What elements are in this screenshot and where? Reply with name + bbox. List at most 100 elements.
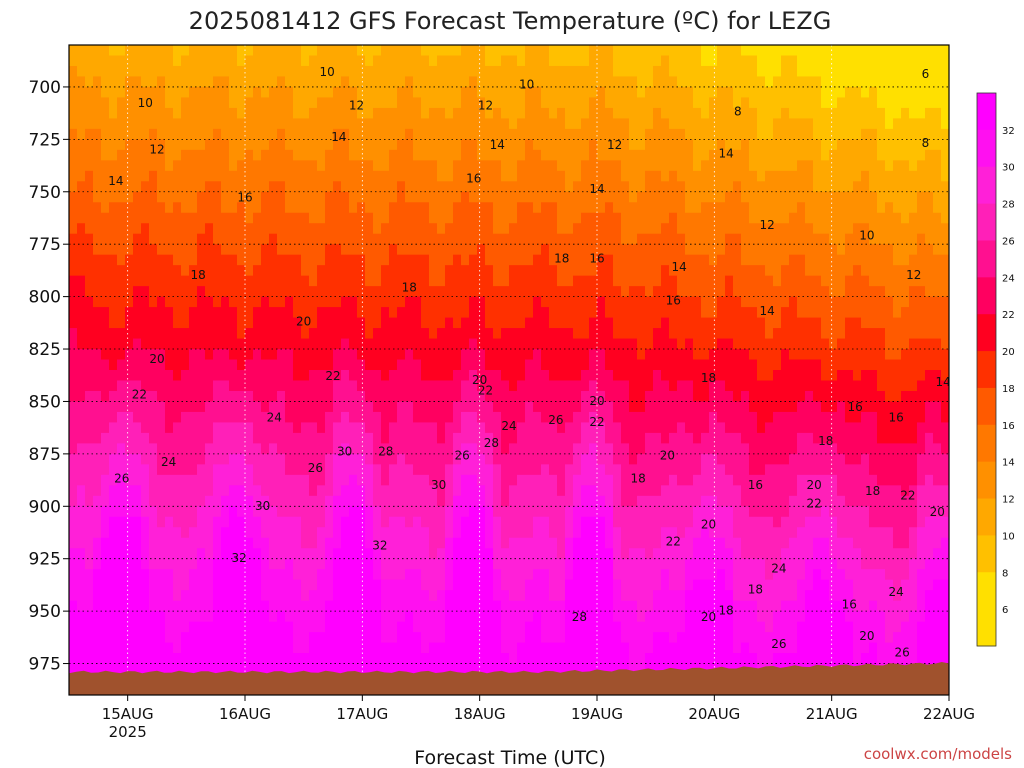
field-cell — [197, 338, 206, 350]
field-cell — [517, 411, 526, 424]
field-cell — [605, 65, 614, 78]
field-cell — [85, 107, 94, 119]
field-cell — [269, 307, 278, 319]
field-cell — [661, 128, 670, 140]
field-cell — [477, 55, 486, 67]
field-cell — [165, 128, 174, 140]
field-cell — [245, 296, 254, 308]
field-cell — [669, 370, 678, 382]
field-cell — [133, 265, 142, 277]
field-cell — [181, 516, 190, 528]
field-cell — [709, 139, 718, 151]
field-cell — [677, 600, 686, 612]
field-cell — [469, 590, 478, 602]
field-cell — [213, 181, 222, 193]
field-cell — [197, 118, 206, 130]
field-cell — [245, 453, 254, 465]
field-cell — [277, 600, 286, 612]
field-cell — [629, 464, 638, 476]
field-cell — [557, 611, 566, 623]
field-cell — [125, 191, 134, 203]
field-cell — [165, 632, 174, 644]
field-cell — [525, 548, 534, 560]
field-cell — [117, 160, 126, 172]
field-cell — [85, 485, 94, 497]
field-cell — [493, 359, 502, 371]
field-cell — [437, 558, 446, 570]
field-cell — [605, 422, 614, 434]
field-cell — [165, 296, 174, 308]
field-cell — [469, 233, 478, 245]
field-cell — [125, 338, 134, 350]
field-cell — [661, 548, 670, 560]
field-cell — [501, 65, 510, 78]
field-cell — [613, 244, 622, 256]
field-cell — [357, 76, 366, 88]
field-cell — [453, 233, 462, 245]
field-cell — [109, 485, 118, 497]
field-cell — [101, 453, 110, 465]
field-cell — [229, 286, 238, 298]
field-cell — [93, 506, 102, 518]
field-cell — [453, 485, 462, 497]
field-cell — [701, 76, 710, 88]
field-cell — [125, 485, 134, 497]
field-cell — [517, 223, 526, 235]
field-cell — [149, 380, 158, 392]
field-cell — [525, 170, 534, 182]
field-cell — [581, 265, 590, 277]
field-cell — [197, 55, 206, 67]
field-cell — [165, 411, 174, 424]
field-cell — [205, 516, 214, 528]
field-cell — [117, 170, 126, 182]
field-cell — [669, 160, 678, 172]
field-cell — [445, 516, 454, 528]
field-cell — [317, 128, 326, 140]
field-cell — [533, 516, 542, 528]
field-cell — [485, 338, 494, 350]
field-cell — [653, 45, 662, 57]
field-cell — [253, 181, 262, 193]
field-cell — [325, 548, 334, 560]
field-cell — [429, 548, 438, 560]
field-cell — [349, 286, 358, 298]
field-cell — [373, 422, 382, 434]
field-cell — [621, 464, 630, 476]
field-cell — [525, 265, 534, 277]
field-cell — [405, 590, 414, 602]
field-cell — [613, 86, 622, 99]
field-cell — [333, 149, 342, 161]
field-cell — [325, 296, 334, 308]
field-cell — [389, 296, 398, 308]
field-cell — [109, 338, 118, 350]
field-cell — [293, 349, 302, 361]
field-cell — [485, 65, 494, 78]
field-cell — [477, 181, 486, 193]
field-cell — [589, 600, 598, 612]
field-cell — [69, 45, 78, 57]
field-cell — [181, 495, 190, 507]
field-cell — [261, 663, 270, 675]
field-cell — [501, 370, 510, 382]
field-cell — [165, 642, 174, 654]
field-cell — [341, 527, 350, 539]
field-cell — [85, 160, 94, 172]
field-cell — [117, 349, 126, 361]
field-cell — [549, 244, 558, 256]
field-cell — [621, 411, 630, 424]
field-cell — [117, 86, 126, 99]
field-cell — [365, 474, 374, 486]
field-cell — [413, 663, 422, 675]
field-cell — [141, 611, 150, 623]
field-cell — [469, 181, 478, 193]
field-cell — [365, 558, 374, 570]
field-cell — [677, 443, 686, 455]
field-cell — [109, 160, 118, 172]
field-cell — [509, 286, 518, 298]
field-cell — [453, 254, 462, 266]
field-cell — [637, 307, 646, 319]
field-cell — [117, 370, 126, 382]
field-cell — [637, 202, 646, 214]
field-cell — [197, 317, 206, 329]
field-cell — [261, 548, 270, 560]
